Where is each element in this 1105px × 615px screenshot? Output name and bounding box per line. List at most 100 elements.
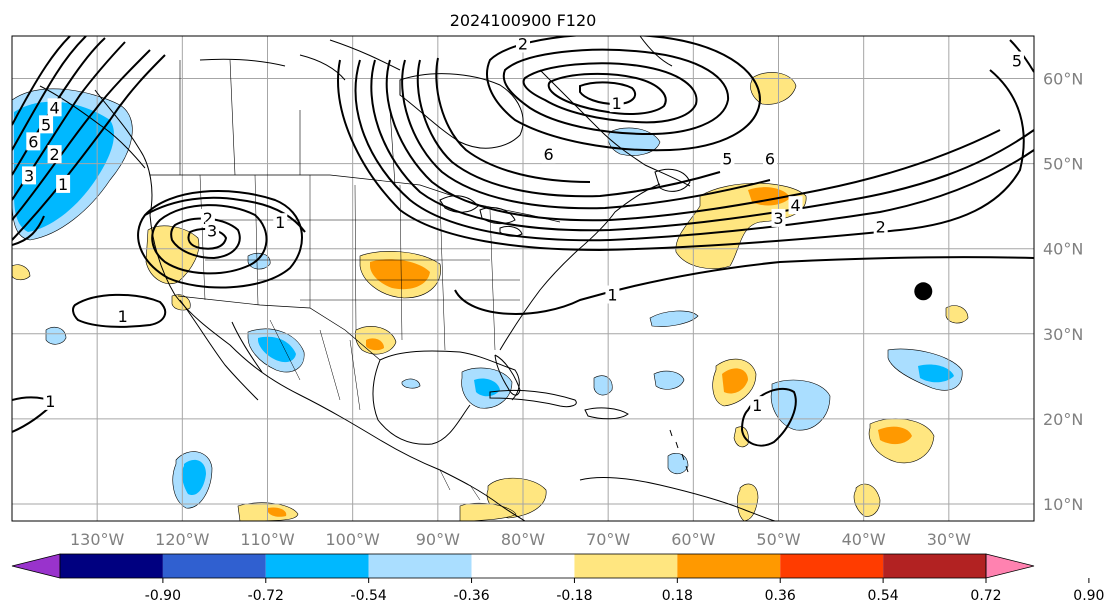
contour-label-background [516,36,530,53]
contour-label: 3 [24,166,34,185]
contour-5-pacific-nw [12,36,87,151]
latitude-axis-labels: 10°N 20°N 30°N 40°N 50°N 60°N [1043,70,1083,514]
contour-label-background [47,98,62,117]
contour-label-background [609,94,624,113]
contour-label: 1 [752,396,762,415]
shade-mid-positive-south-pacific [268,507,287,517]
contour-big-ridge-5 [385,59,1001,222]
contour-label: 2 [876,217,886,236]
contour-label: 1 [275,213,285,232]
contour-label: 5 [722,149,732,168]
lon-tick-label: 110°W [240,530,295,549]
lon-tick-label: 70°W [586,530,630,549]
contour-label: 1 [607,286,617,305]
colorbar-tick-label: -0.72 [248,588,284,604]
contour-labrador-high-center [579,81,637,106]
contour-lines [12,36,1034,447]
central-america-borders [439,469,481,501]
contour-label: 1 [58,175,68,194]
lat-tick-label: 20°N [1043,410,1083,429]
contour-west-low-inner [170,217,241,260]
colorbar-tick-label: -0.54 [351,588,387,604]
newfoundland [654,168,691,192]
colorbar-segment [162,554,266,578]
contour-big-ridge-7 [416,59,721,198]
contour-big-ridge-1 [454,256,1034,315]
contour-labrador-high-inner [522,62,698,124]
contour-1-pacific-inner [12,215,45,246]
contour-label: 4 [790,196,800,215]
contour-1-tropical-loop [740,387,797,447]
contour-label: 6 [765,149,775,168]
contour-label-background [115,306,130,325]
contour-label: 1 [612,94,622,113]
colorbar-extend-high [985,553,1035,579]
lon-tick-label: 130°W [70,530,125,549]
shade-negative-gulf-small [401,378,421,389]
contour-label-background [762,149,777,168]
cuba [489,389,577,408]
map-border [11,35,1035,522]
contour-label-background [873,217,888,236]
colorbar-segment [265,554,369,578]
contour-label: 1 [45,392,55,411]
shade-positive-pacific-small [12,264,31,281]
contour-label-background [788,196,803,215]
lon-tick-label: 90°W [416,530,460,549]
colorbar-tick-label: 0.36 [765,588,796,604]
shade-positive-small-south-b [853,483,881,517]
south-america-north [579,477,776,521]
lat-tick-label: 10°N [1043,495,1083,514]
colorbar-segment [574,554,678,578]
contour-label: 2 [49,145,59,164]
colorbar-segment [677,554,781,578]
contour-label: 6 [543,145,553,164]
contour-label-background [541,145,556,164]
colorbar-tick-label: -0.18 [556,588,592,604]
shade-mid-negative-pacific-tropical [181,459,206,496]
colorbar-tick-label: -0.90 [145,588,181,604]
contour-label-background [771,208,786,227]
contour-label-background [605,285,620,304]
figure-title: 2024100900 F120 [450,11,597,30]
shade-negative-atlantic-tropical [770,379,831,431]
contour-label-background [750,396,765,415]
hispaniola [584,407,629,420]
contour-labrador-high-mid [502,48,730,136]
contour-label-background [22,166,37,185]
gulf-coast [372,350,520,445]
contour-4-pacific-nw [12,37,106,176]
lesser-antilles [669,429,689,473]
lat-tick-label: 30°N [1043,325,1083,344]
contour-west-low-mid [151,204,268,275]
contour-label-background [26,132,41,151]
us-state-borders [199,174,520,351]
shade-negative-utah [247,252,271,270]
contour-label-background [56,174,71,193]
contour-big-ridge-4 [370,59,1034,232]
shade-mid-positive-texas [366,338,384,351]
graticule [12,36,1034,521]
shade-negative-small-bahamas [593,375,613,396]
north-america-west-coast [94,89,526,521]
colorbar-frame [59,553,987,579]
canadian-archipelago [199,39,401,81]
lon-tick-label: 100°W [325,530,380,549]
shade-mid-negative-east-atlantic [918,364,954,383]
colorbar-segment [883,554,986,578]
shade-negative-small-atlantic-a [653,370,685,390]
hudson-bay [399,73,524,149]
colorbar-segment [471,554,575,578]
colorbar-tick-label: 0.90 [1073,588,1104,604]
colorbar-segment [368,554,472,578]
shade-mid-positive-east-atlantic-south [878,426,912,445]
colorbar-tick-label: -0.36 [453,588,489,604]
colorbar-segment [780,554,884,578]
colorbar-tick-label: 0.54 [868,588,899,604]
contour-6-pacific-nw [12,36,71,126]
mexico-state-borders [269,319,361,411]
contour-label: 6 [28,132,38,151]
contour-west-low-outer [137,190,303,289]
contour-label-background [39,115,54,134]
contour-labrador-high-core [547,72,667,115]
